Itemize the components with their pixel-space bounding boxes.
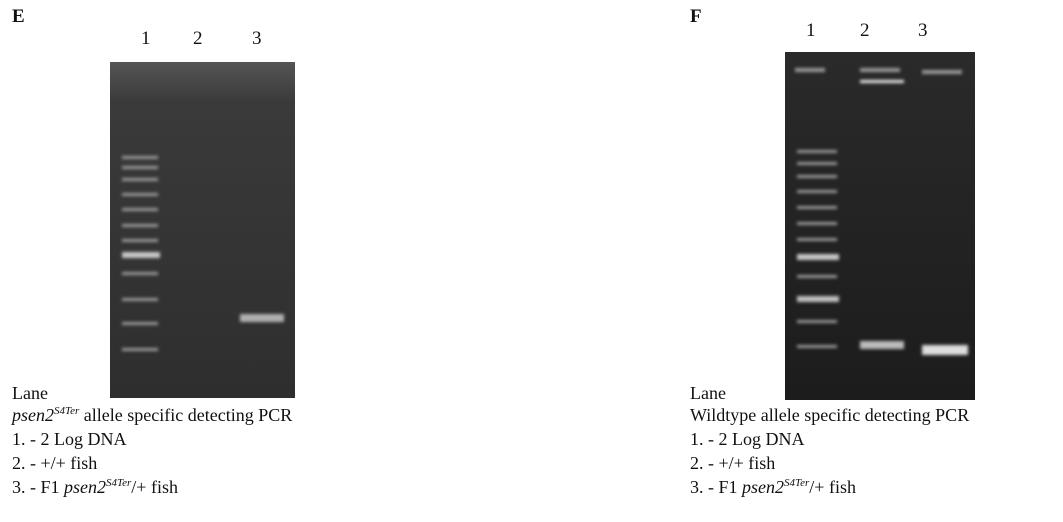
caption-item: 2. - +/+ fish [12, 452, 97, 474]
lane-heading: Lane [12, 382, 48, 404]
caption-item: 1. - 2 Log DNA [690, 428, 805, 450]
text: 3. - F1 [690, 477, 742, 497]
allele: S4Ter [106, 477, 131, 489]
gene: psen2 [742, 477, 784, 497]
caption-title: psen2S4Ter allele specific detecting PCR [12, 404, 292, 426]
panel-label: E [12, 6, 25, 28]
figure: E 1 2 3 Lane psen2S4Ter allele specific … [0, 0, 1063, 522]
text: allele specific detecting PCR [79, 405, 292, 425]
lane-number: 3 [918, 20, 928, 42]
gel-f [785, 52, 975, 400]
text: /+ fish [131, 477, 178, 497]
gel-images [0, 0, 1063, 522]
lane-number: 1 [141, 28, 151, 50]
caption-item: 3. - F1 psen2S4Ter/+ fish [690, 476, 856, 498]
panel-label: F [690, 6, 702, 28]
lane-number: 1 [806, 20, 816, 42]
lane-number: 2 [193, 28, 203, 50]
lane-number: 3 [252, 28, 262, 50]
lane-number: 2 [860, 20, 870, 42]
allele: S4Ter [54, 405, 79, 417]
gel-e [110, 62, 295, 398]
caption-title: Wildtype allele specific detecting PCR [690, 404, 969, 426]
gene: psen2 [12, 405, 54, 425]
text: 3. - F1 [12, 477, 64, 497]
gene: psen2 [64, 477, 106, 497]
caption-item: 3. - F1 psen2S4Ter/+ fish [12, 476, 178, 498]
text: /+ fish [809, 477, 856, 497]
lane-heading: Lane [690, 382, 726, 404]
caption-item: 1. - 2 Log DNA [12, 428, 127, 450]
allele: S4Ter [784, 477, 809, 489]
caption-item: 2. - +/+ fish [690, 452, 775, 474]
